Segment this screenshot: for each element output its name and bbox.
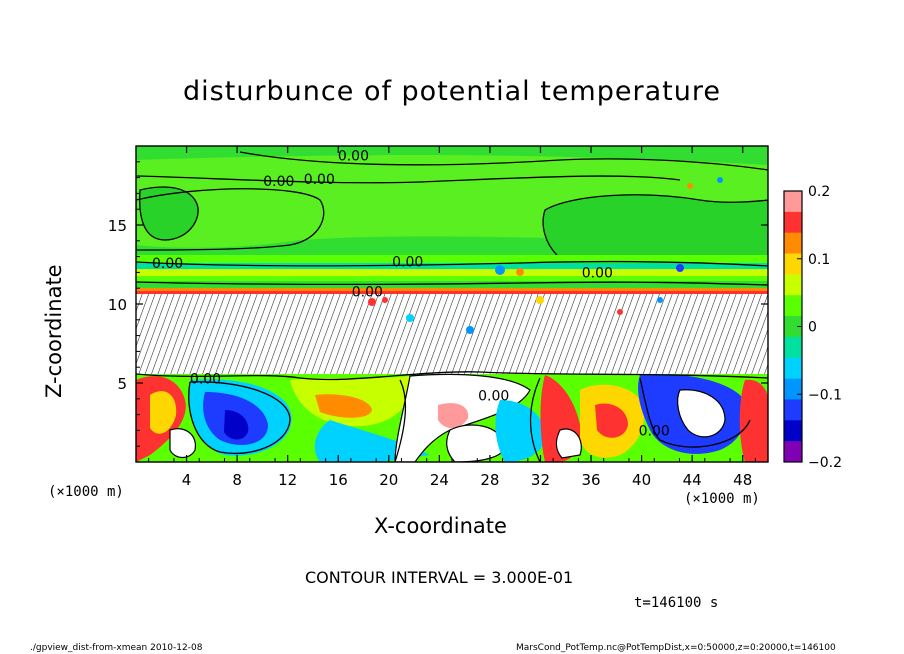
heatmap-band: [136, 276, 768, 281]
heatmap-band: [136, 263, 768, 269]
x-tick-label: 4: [182, 471, 192, 489]
contour-label: 0.00: [639, 423, 670, 439]
contour-label: 0.00: [263, 174, 294, 190]
colorbar-swatch: [784, 191, 802, 213]
x-tick-label: 44: [683, 471, 702, 489]
colorbar-swatch: [784, 441, 802, 463]
heatmap-region: [139, 186, 199, 241]
contour-label: 0.00: [352, 284, 383, 300]
colorbar-swatch: [784, 357, 802, 380]
convective-plumes: [136, 373, 768, 462]
colorbar-label: 0.2: [808, 184, 830, 200]
colorbar-swatch: [784, 253, 802, 275]
x-tick-label: 24: [430, 471, 449, 489]
colorbar-swatch: [784, 420, 802, 442]
time-label: t=146100 s: [634, 595, 719, 611]
contour-label: 0.00: [152, 256, 183, 272]
lower-contours: [136, 371, 768, 462]
colorbar-swatch: [784, 232, 802, 255]
contour-line: [136, 281, 768, 286]
contour-label: 0.00: [304, 172, 335, 188]
colorbar: 0.2 0.1 0 −0.1 −0.2: [783, 184, 842, 471]
colorbar-label: −0.2: [808, 455, 842, 471]
heatmap-band: [136, 255, 768, 263]
x-tick-label: 28: [480, 471, 499, 489]
colorbar-label: −0.1: [808, 387, 842, 403]
x-tick-label: 16: [329, 471, 348, 489]
contour-label: 0.00: [338, 148, 369, 164]
y-axis-label: Z-coordinate: [42, 264, 66, 398]
x-tick-label: 32: [531, 471, 550, 489]
contour-line: [136, 260, 768, 267]
colorbar-swatch: [784, 274, 802, 296]
x-tick-label: 8: [232, 471, 242, 489]
colorbar-swatch: [784, 378, 802, 400]
x-tick-label: 36: [581, 471, 600, 489]
colorbar-swatch: [784, 316, 802, 338]
colorbar-swatch: [784, 295, 802, 317]
colorbar-swatch: [784, 399, 802, 421]
contour-label: 0.00: [582, 265, 613, 281]
contour-line: [239, 151, 768, 171]
x-axis-unit: (×1000 m): [684, 491, 760, 507]
y-tick-label: 5: [117, 375, 127, 393]
x-axis: 4 8 12 16 20 24 28 32 36 40 44 48: [148, 146, 756, 489]
y-tick-label: 15: [108, 217, 127, 235]
contour-line: [136, 175, 681, 184]
colorbar-label: 0.1: [808, 252, 830, 268]
y-axis: 5 10 15: [108, 161, 768, 447]
turbulent-patches: [368, 177, 723, 334]
heatmap-band: [136, 269, 768, 276]
colorbar-swatch: [784, 211, 802, 234]
contour-cluster: [136, 294, 768, 374]
footer-right: MarsCond_PotTemp.nc@PotTempDist,x=0:5000…: [516, 643, 836, 653]
plot-area: 0.000.00 0.000.00 0.000.000.000.000.000.00: [136, 146, 768, 462]
contour-label: 0.00: [392, 254, 423, 270]
colorbar-swatch: [784, 336, 802, 359]
x-axis-label: X-coordinate: [374, 514, 507, 538]
y-axis-unit: (×1000 m): [48, 484, 124, 500]
contour-labels: 0.000.00 0.000.00 0.000.000.000.000.000.00: [152, 148, 670, 439]
contour-line: [136, 188, 325, 251]
heatmap-band: [136, 288, 768, 291]
x-tick-label: 48: [733, 471, 752, 489]
footer-left: ./gpview_dist-from-xmean 2010-12-08: [30, 643, 203, 653]
heatmap-band: [136, 291, 768, 294]
heatmap-region: [542, 194, 768, 261]
chart-title: disturbunce of potential temperature: [183, 76, 721, 107]
x-tick-label: 20: [379, 471, 398, 489]
contour-label: 0.00: [478, 389, 509, 405]
y-tick-label: 10: [108, 296, 127, 314]
x-tick-label: 12: [278, 471, 297, 489]
x-tick-label: 40: [632, 471, 651, 489]
contour-label: 0.00: [190, 371, 221, 387]
colorbar-label: 0: [808, 320, 817, 336]
contour-interval: CONTOUR INTERVAL = 3.000E-01: [305, 568, 574, 587]
